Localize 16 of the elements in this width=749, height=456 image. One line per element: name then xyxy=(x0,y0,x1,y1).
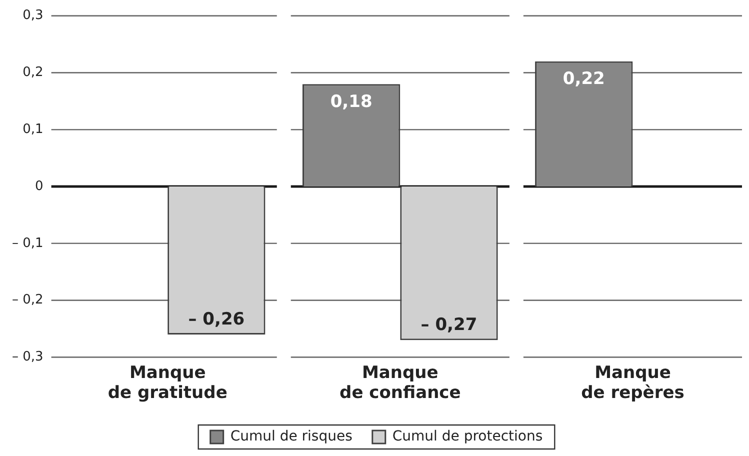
y-tick-label: 0,2 xyxy=(22,65,44,80)
y-tick-label: 0,1 xyxy=(22,122,44,137)
data-label: 0,18 xyxy=(330,92,372,112)
x-tick-label: Manque de gratitude xyxy=(108,362,228,404)
y-tick-label: – 0,1 xyxy=(12,236,44,251)
data-label: – 0,27 xyxy=(420,315,478,336)
data-label: 0,22 xyxy=(562,69,605,90)
x-tick-label: Manque de confiance xyxy=(340,362,461,404)
y-tick-label: 0,3 xyxy=(22,8,44,24)
data-label: – 0,26 xyxy=(188,309,245,330)
x-tick-label: Manque de repères xyxy=(581,362,684,404)
legend-label: Cumul de protections xyxy=(392,428,543,445)
y-tick-label: – 0,3 xyxy=(12,350,44,365)
y-tick-label: – 0,2 xyxy=(12,292,44,308)
y-tick-label: 0 xyxy=(35,178,44,194)
legend-label: Cumul de risques xyxy=(230,428,352,445)
